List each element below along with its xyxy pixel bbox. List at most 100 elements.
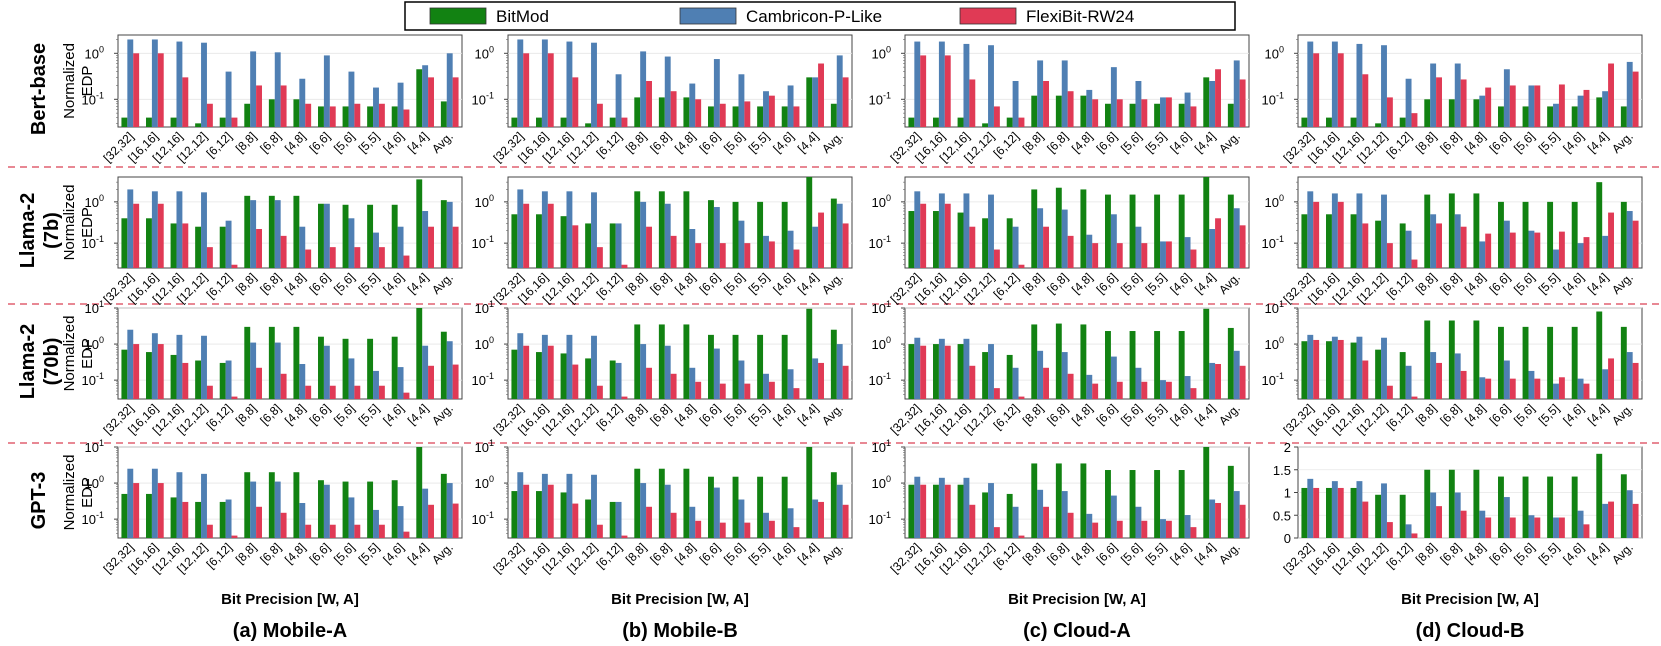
bar-bitmod-9 <box>732 476 739 538</box>
x-tick-label: [4,8] <box>1462 540 1488 566</box>
x-tick-label: [5,6] <box>1118 270 1144 296</box>
x-tick-label: [6,8] <box>647 401 673 427</box>
bar-cambricon-p-like-11 <box>787 85 794 127</box>
bar-cambricon-p-like-0 <box>1307 191 1314 268</box>
bar-bitmod-2 <box>560 492 567 538</box>
x-tick-label: [8,8] <box>233 540 259 566</box>
y-tick-label: 100 <box>475 474 494 491</box>
bar-cambricon-p-like-2 <box>176 191 183 268</box>
bar-bitmod-13 <box>440 200 447 268</box>
bar-cambricon-p-like-9 <box>738 499 745 538</box>
y-tick-label: 100 <box>1265 335 1284 352</box>
bar-cambricon-p-like-10 <box>763 91 769 127</box>
bar-flexibit-rw24-12 <box>1608 63 1614 127</box>
y-tick-label: 100 <box>872 193 891 210</box>
bar-flexibit-rw24-10 <box>378 524 385 538</box>
bar-cambricon-p-like-7 <box>1086 234 1093 268</box>
bar-flexibit-rw24-8 <box>329 385 336 399</box>
x-tick-label: [4,4] <box>1585 540 1611 566</box>
bar-flexibit-rw24-9 <box>1141 381 1148 399</box>
bar-cambricon-p-like-11 <box>1577 378 1584 399</box>
y-tick-label: 10-1 <box>82 510 104 527</box>
x-tick-label: [8,8] <box>1020 401 1046 427</box>
bar-flexibit-rw24-10 <box>1558 84 1565 127</box>
bar-flexibit-rw24-0 <box>133 53 140 128</box>
bar-bitmod-4 <box>609 501 616 538</box>
x-tick-label: [5,5] <box>746 129 772 155</box>
bar-bitmod-8 <box>1105 194 1111 268</box>
x-tick-label: [8,8] <box>233 129 259 155</box>
bar-cambricon-p-like-3 <box>201 335 207 399</box>
bar-cambricon-p-like-0 <box>914 191 921 268</box>
y-axis-label-text: NormalizedEDP <box>61 43 96 119</box>
y-axis-label: NormalizedEDP <box>61 316 96 392</box>
bar-cambricon-p-like-12 <box>1602 91 1609 127</box>
y-tick-label: 1 <box>1284 486 1291 501</box>
bar-cambricon-p-like-6 <box>274 342 281 399</box>
bar-flexibit-rw24-11 <box>1583 383 1590 399</box>
bar-cambricon-p-like-8 <box>323 484 330 538</box>
bar-flexibit-rw24-2 <box>1362 360 1369 399</box>
x-tick-label: [4,8] <box>1069 129 1095 155</box>
bar-cambricon-p-like-6 <box>664 56 671 127</box>
panel-0-1: 10-1100[32,32][16,16][12,16][12,12][6,12… <box>472 34 853 165</box>
bar-bitmod-13 <box>1227 465 1234 538</box>
bar-flexibit-rw24-4 <box>231 117 238 127</box>
bar-bitmod-8 <box>318 106 324 127</box>
bar-flexibit-rw24-13 <box>842 77 849 127</box>
bar-bitmod-1 <box>536 214 542 268</box>
bar-bitmod-5 <box>244 103 251 127</box>
y-tick-label: 10-1 <box>472 90 494 107</box>
x-tick-label: [6,8] <box>1044 129 1070 155</box>
x-tick-label: [4,6] <box>1167 401 1193 427</box>
bar-flexibit-rw24-6 <box>670 512 677 538</box>
y-axis-label-text: NormalizedEDP <box>61 455 96 531</box>
bar-flexibit-rw24-9 <box>744 383 751 399</box>
bar-cambricon-p-like-12 <box>1209 81 1216 127</box>
bar-cambricon-p-like-8 <box>323 203 330 268</box>
bar-flexibit-rw24-4 <box>1018 117 1025 127</box>
panel-2-0: 10-1100101NormalizedEDP[32,32][16,16][12… <box>61 299 463 437</box>
bar-cambricon-p-like-0 <box>517 39 524 127</box>
bar-flexibit-rw24-1 <box>157 53 164 128</box>
bar-bitmod-2 <box>957 484 964 538</box>
bar-flexibit-rw24-8 <box>1509 517 1516 538</box>
bar-flexibit-rw24-7 <box>695 381 702 399</box>
x-tick-label: [4,4] <box>405 401 431 427</box>
x-tick-label: [6,8] <box>1437 540 1463 566</box>
y-tick-label: 101 <box>872 438 891 455</box>
bar-bitmod-12 <box>1203 447 1210 538</box>
bar-cambricon-p-like-3 <box>201 42 207 128</box>
y-tick-label: 10-1 <box>82 371 104 388</box>
bar-bitmod-5 <box>1424 469 1431 538</box>
bar-bitmod-6 <box>658 324 665 399</box>
bar-cambricon-p-like-9 <box>348 71 355 127</box>
bar-flexibit-rw24-13 <box>452 77 459 127</box>
bar-flexibit-rw24-13 <box>842 504 849 538</box>
x-tick-label: [6,12] <box>204 540 235 571</box>
y-axis-label: NormalizedEDP <box>61 455 96 531</box>
bar-cambricon-p-like-1 <box>151 468 158 538</box>
x-tick-label: [5,5] <box>1536 129 1562 155</box>
bar-flexibit-rw24-10 <box>1558 517 1565 538</box>
bar-cambricon-p-like-9 <box>348 218 355 268</box>
bar-flexibit-rw24-6 <box>670 373 677 399</box>
x-tick-label: [5,5] <box>1536 270 1562 296</box>
bar-cambricon-p-like-8 <box>323 55 330 127</box>
bar-flexibit-rw24-0 <box>920 55 927 127</box>
bar-bitmod-9 <box>1522 106 1529 127</box>
bar-bitmod-1 <box>1326 117 1332 127</box>
bar-bitmod-7 <box>1080 324 1087 399</box>
bar-cambricon-p-like-0 <box>1307 478 1314 538</box>
bar-bitmod-3 <box>195 226 202 268</box>
bar-bitmod-11 <box>781 476 788 538</box>
bar-cambricon-p-like-11 <box>1184 376 1191 399</box>
bar-cambricon-p-like-5 <box>1037 489 1044 538</box>
panel-1-1: 10-1100[32,32][16,16][12,16][12,12][6,12… <box>472 176 853 306</box>
y-tick-label: 10-1 <box>869 510 891 527</box>
bar-cambricon-p-like-11 <box>397 82 404 127</box>
y-tick-label: 100 <box>1265 193 1284 210</box>
bar-cambricon-p-like-1 <box>151 333 158 399</box>
x-tick-label: [4,8] <box>672 270 698 296</box>
bar-bitmod-12 <box>806 77 813 127</box>
